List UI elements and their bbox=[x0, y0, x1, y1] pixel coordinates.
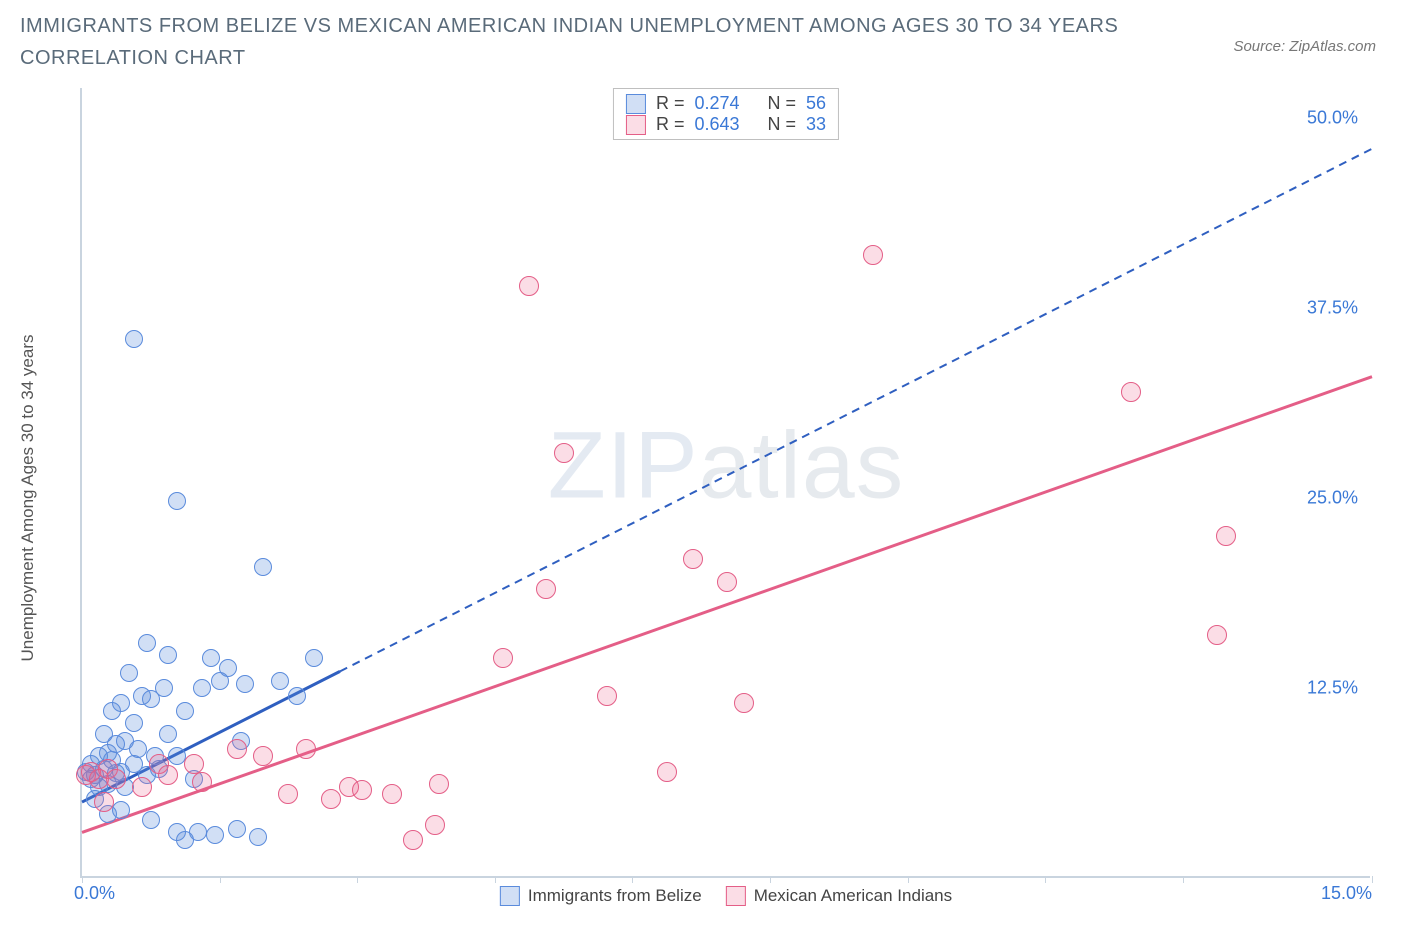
data-point bbox=[271, 672, 289, 690]
data-point bbox=[519, 276, 539, 296]
data-point bbox=[112, 694, 130, 712]
data-point bbox=[1121, 382, 1141, 402]
data-point bbox=[189, 823, 207, 841]
data-point bbox=[159, 725, 177, 743]
x-tick-mark bbox=[82, 876, 83, 883]
watermark-thin: atlas bbox=[699, 413, 905, 519]
data-point bbox=[1216, 526, 1236, 546]
data-point bbox=[132, 777, 152, 797]
data-point bbox=[159, 646, 177, 664]
n-value: 56 bbox=[806, 93, 826, 114]
data-point bbox=[429, 774, 449, 794]
x-tick-mark bbox=[632, 876, 633, 883]
data-point bbox=[125, 330, 143, 348]
data-point bbox=[493, 648, 513, 668]
data-point bbox=[168, 492, 186, 510]
data-point bbox=[192, 772, 212, 792]
y-tick-label: 50.0% bbox=[1307, 108, 1358, 129]
data-point bbox=[382, 784, 402, 804]
legend-swatch bbox=[726, 886, 746, 906]
data-point bbox=[125, 714, 143, 732]
y-tick-label: 12.5% bbox=[1307, 678, 1358, 699]
y-tick-label: 37.5% bbox=[1307, 298, 1358, 319]
r-value: 0.274 bbox=[694, 93, 739, 114]
r-label: R = bbox=[656, 93, 685, 114]
data-point bbox=[717, 572, 737, 592]
data-point bbox=[228, 820, 246, 838]
data-point bbox=[219, 659, 237, 677]
n-label: N = bbox=[768, 114, 797, 135]
data-point bbox=[155, 679, 173, 697]
data-point bbox=[138, 634, 156, 652]
data-point bbox=[227, 739, 247, 759]
x-tick-mark bbox=[1372, 876, 1373, 883]
x-tick-mark bbox=[908, 876, 909, 883]
data-point bbox=[305, 649, 323, 667]
data-point bbox=[536, 579, 556, 599]
r-value: 0.643 bbox=[694, 114, 739, 135]
data-point bbox=[657, 762, 677, 782]
r-label: R = bbox=[656, 114, 685, 135]
trendlines bbox=[82, 88, 1372, 878]
x-tick-label: 15.0% bbox=[1321, 883, 1372, 904]
source-label: Source: ZipAtlas.com bbox=[1233, 38, 1376, 55]
data-point bbox=[683, 549, 703, 569]
data-point bbox=[193, 679, 211, 697]
plot-area: ZIPatlas R =0.274N =56R =0.643N =33 Immi… bbox=[80, 88, 1370, 878]
data-point bbox=[176, 702, 194, 720]
data-point bbox=[249, 828, 267, 846]
x-tick-mark bbox=[495, 876, 496, 883]
watermark-bold: ZIP bbox=[548, 413, 699, 519]
legend-item: Immigrants from Belize bbox=[500, 886, 702, 906]
chart-container: Unemployment Among Ages 30 to 34 years Z… bbox=[20, 78, 1386, 918]
data-point bbox=[296, 739, 316, 759]
y-axis-label: Unemployment Among Ages 30 to 34 years bbox=[18, 335, 38, 662]
chart-title: IMMIGRANTS FROM BELIZE VS MEXICAN AMERIC… bbox=[20, 10, 1120, 74]
data-point bbox=[184, 754, 204, 774]
x-tick-mark bbox=[1183, 876, 1184, 883]
data-point bbox=[94, 792, 114, 812]
x-tick-mark bbox=[770, 876, 771, 883]
data-point bbox=[554, 443, 574, 463]
data-point bbox=[863, 245, 883, 265]
data-point bbox=[1207, 625, 1227, 645]
legend-swatch bbox=[626, 94, 646, 114]
data-point bbox=[106, 769, 126, 789]
data-point bbox=[158, 765, 178, 785]
y-tick-label: 25.0% bbox=[1307, 488, 1358, 509]
series-legend: Immigrants from Belize Mexican American I… bbox=[500, 886, 952, 906]
legend-row: R = 0.274 N = 56 bbox=[626, 93, 826, 114]
n-label: N = bbox=[768, 93, 797, 114]
data-point bbox=[254, 558, 272, 576]
data-point bbox=[288, 687, 306, 705]
legend-label: Mexican American Indians bbox=[754, 886, 952, 906]
x-tick-mark bbox=[357, 876, 358, 883]
data-point bbox=[129, 740, 147, 758]
data-point bbox=[278, 784, 298, 804]
data-point bbox=[597, 686, 617, 706]
data-point bbox=[253, 746, 273, 766]
n-value: 33 bbox=[806, 114, 826, 135]
data-point bbox=[236, 675, 254, 693]
data-point bbox=[403, 830, 423, 850]
data-point bbox=[112, 801, 130, 819]
data-point bbox=[206, 826, 224, 844]
data-point bbox=[120, 664, 138, 682]
legend-item: Mexican American Indians bbox=[726, 886, 952, 906]
data-point bbox=[352, 780, 372, 800]
correlation-legend: R = 0.274 N = 56 R = 0.643 N = 33 bbox=[613, 88, 839, 140]
legend-swatch bbox=[500, 886, 520, 906]
data-point bbox=[734, 693, 754, 713]
watermark: ZIPatlas bbox=[548, 412, 904, 521]
legend-swatch bbox=[626, 115, 646, 135]
legend-label: Immigrants from Belize bbox=[528, 886, 702, 906]
legend-row: R = 0.643 N = 33 bbox=[626, 114, 826, 135]
data-point bbox=[142, 811, 160, 829]
x-tick-label: 0.0% bbox=[74, 883, 115, 904]
data-point bbox=[425, 815, 445, 835]
data-point bbox=[202, 649, 220, 667]
x-tick-mark bbox=[1045, 876, 1046, 883]
data-point bbox=[321, 789, 341, 809]
x-tick-mark bbox=[220, 876, 221, 883]
